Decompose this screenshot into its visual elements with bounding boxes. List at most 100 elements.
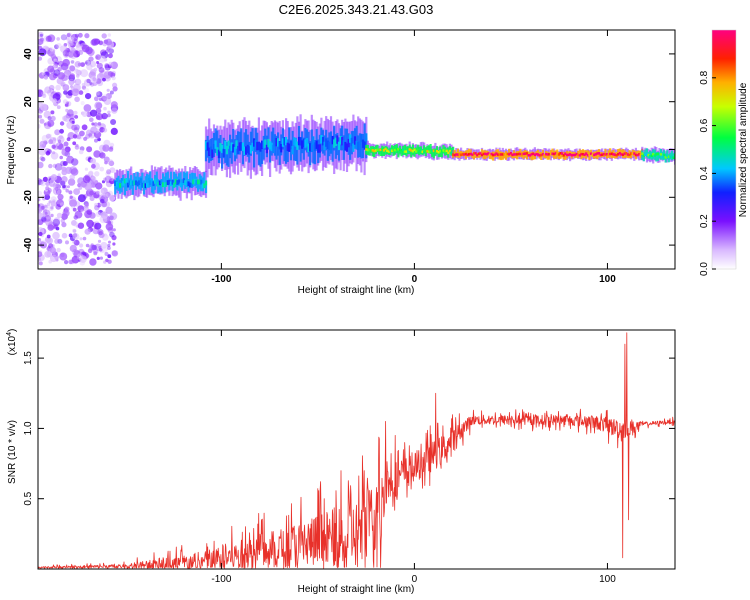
spectrogram-cell <box>472 151 476 160</box>
spectrogram-cell <box>641 150 644 160</box>
spectrogram-cell <box>484 152 487 156</box>
spectrogram-cell <box>155 177 158 183</box>
spectrogram-cell <box>105 223 114 231</box>
spectrogram-cell <box>39 33 44 37</box>
spectrogram-cell <box>57 238 63 244</box>
colorbar-gradient <box>712 30 736 269</box>
spectrogram-cell <box>313 142 317 151</box>
spectrogram-cell <box>530 153 533 156</box>
spectrogram-cell <box>301 140 304 149</box>
spectrogram-cell <box>38 89 44 96</box>
spectrogram-cell <box>605 153 609 156</box>
spectrogram-cell <box>103 97 112 105</box>
spectrogram-cell <box>77 222 85 229</box>
spectrogram-cell <box>456 148 459 158</box>
spectrogram-cell <box>80 62 85 67</box>
spectrogram-cell <box>291 145 294 155</box>
spectrogram-cell <box>647 153 650 157</box>
spectrogram-cell <box>588 153 591 157</box>
spectrogram-cell <box>80 101 85 106</box>
spectrogram-cell <box>288 127 291 151</box>
spectrogram-cell <box>47 149 52 154</box>
spectrogram-cell <box>586 154 589 157</box>
spectrogram-cell <box>95 211 102 217</box>
spectrogram-cell <box>44 251 51 258</box>
spectrogram-cell <box>291 130 294 155</box>
spectrogram-cell <box>91 244 97 251</box>
spectrogram-cell <box>101 33 107 39</box>
spectrogram-cell <box>328 141 331 151</box>
spectrogram-cell <box>53 217 61 224</box>
spectrogram-cell <box>259 143 262 152</box>
spectrogram-cell <box>490 152 493 156</box>
spectrogram-cell <box>557 153 560 156</box>
spectrogram-cell <box>500 151 503 161</box>
spectrogram-cell <box>72 141 77 146</box>
spectrogram-cell <box>59 128 64 134</box>
spectrogram-cell <box>74 145 80 150</box>
spectrogram-cell <box>596 150 599 160</box>
spectrogram-cell <box>297 136 301 146</box>
spectrogram-cell <box>259 142 262 167</box>
spectrogram-cell <box>96 61 100 64</box>
spectrogram-cell <box>516 153 519 156</box>
spectrogram-cell <box>403 150 406 153</box>
spectrogram-cell <box>120 179 123 193</box>
spectrogram-cell <box>85 129 93 137</box>
spectrogram-cell <box>78 90 84 95</box>
spectrogram-cell <box>349 135 352 160</box>
spectrogram-cell <box>81 111 88 117</box>
spectrogram-cell <box>551 152 554 155</box>
spectrogram-cell <box>166 180 169 185</box>
spectrogram-cell <box>71 220 77 226</box>
spectrogram-cell <box>42 176 49 182</box>
spectrogram-cell <box>352 130 355 152</box>
spectrogram-cell <box>144 176 147 190</box>
spectrogram-cell <box>70 114 74 118</box>
spectrogram-cell <box>133 180 136 186</box>
spectrogram-cell <box>238 142 241 151</box>
spectrogram-cell <box>410 147 413 158</box>
spectrogram-cell <box>289 139 293 161</box>
spectrogram-cell <box>53 223 59 229</box>
spectrogram-cell <box>432 148 435 159</box>
spectrogram-cell <box>41 239 47 245</box>
spectrogram-cell <box>219 143 222 152</box>
spectrogram-cell <box>105 93 112 100</box>
spectrogram-cell <box>57 139 62 143</box>
spectrogram-cell <box>607 153 610 156</box>
spectrogram-cell <box>437 151 440 154</box>
spectrogram-cell <box>68 190 73 195</box>
spectrogram-cell <box>508 153 511 156</box>
spectrogram-cell <box>157 181 160 187</box>
spectrogram-cell <box>652 152 655 156</box>
spectrogram-cell <box>123 178 126 184</box>
spectrogram-cell <box>53 58 57 63</box>
spectrogram-cell <box>641 152 644 155</box>
spectrogram-cell <box>482 152 485 156</box>
spectrogram-cell <box>638 150 641 156</box>
spectrogram-cell <box>108 160 115 167</box>
spectrogram-cell <box>365 133 368 142</box>
spectrogram-cell <box>38 179 44 185</box>
spectrogram-cell <box>299 138 302 162</box>
spectrogram-cell <box>38 190 43 197</box>
spectrogram-cell <box>40 156 46 162</box>
spectrogram-cell <box>594 153 597 156</box>
spectrogram-cell <box>504 153 508 156</box>
spectrogram-cell <box>72 240 76 244</box>
spectrogram-cell <box>59 180 66 186</box>
spectrogram-cell <box>512 153 516 156</box>
spectrogram-cell <box>309 143 312 152</box>
spectrogram-cell <box>384 145 387 155</box>
spectrogram-cell <box>474 152 477 155</box>
spectrogram-trace-segment <box>204 114 368 179</box>
spectrogram-cell <box>664 156 667 159</box>
spectrogram-cell <box>296 142 299 165</box>
spectrogram-cell <box>460 153 463 157</box>
spectrogram-cell <box>144 183 147 189</box>
spectrogram-cell <box>111 107 118 114</box>
spectrogram-cell <box>656 151 659 161</box>
spectrogram-cell <box>628 153 631 157</box>
spectrogram-cell <box>376 144 379 153</box>
